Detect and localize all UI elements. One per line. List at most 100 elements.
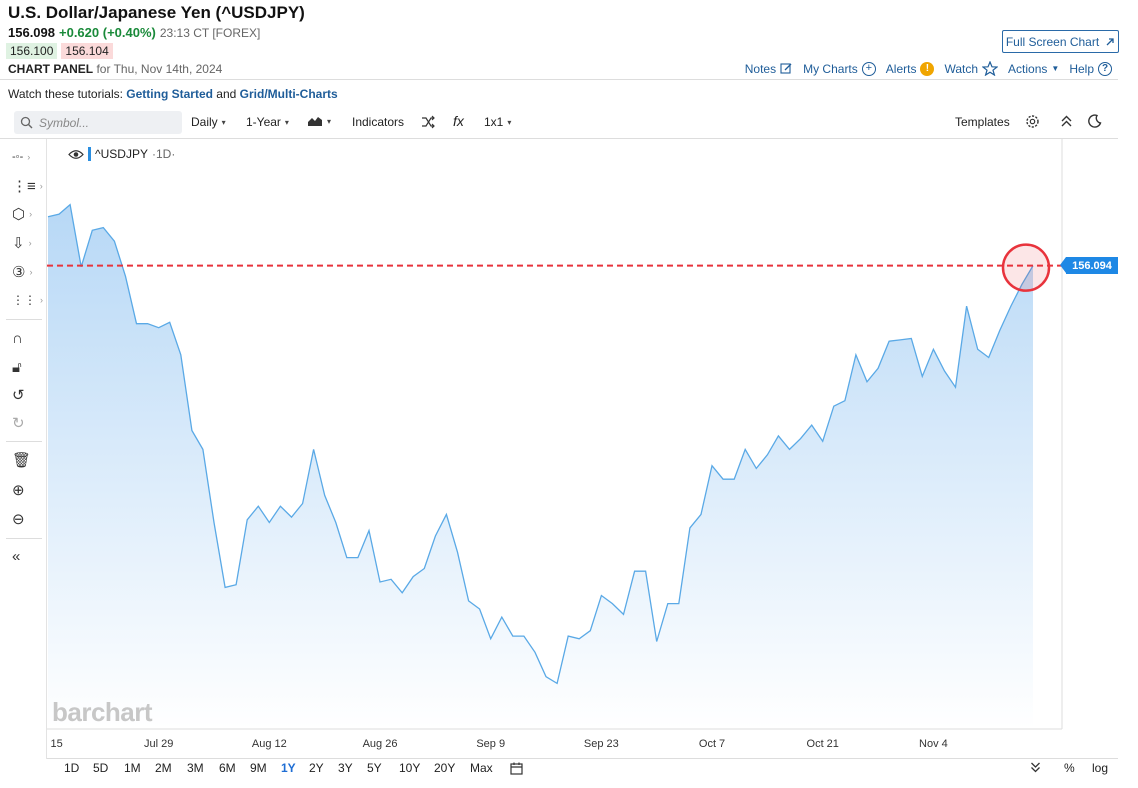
getting-started-link[interactable]: Getting Started bbox=[126, 87, 213, 101]
delete-button[interactable]: 🗑︎ bbox=[12, 449, 40, 471]
zoom-in-button[interactable]: ⊕ bbox=[12, 479, 40, 501]
redo-icon: ↻ bbox=[12, 415, 25, 432]
tool-divider bbox=[6, 441, 42, 442]
range-10y[interactable]: 10Y bbox=[399, 761, 421, 775]
trash-icon: 🗑︎ bbox=[12, 452, 32, 469]
interval-dropdown[interactable]: Daily ▾ bbox=[191, 115, 226, 129]
percent-scale-toggle[interactable]: % bbox=[1064, 761, 1075, 775]
price-chart[interactable]: 160.000158.000156.000154.000152.000150.0… bbox=[47, 139, 1065, 758]
line-tool[interactable]: -◦- › bbox=[12, 146, 40, 168]
unlock-icon: 🔓︎ bbox=[12, 358, 22, 376]
bid-ask: 156.100 156.104 bbox=[6, 43, 113, 59]
log-scale-toggle[interactable]: log bbox=[1092, 761, 1109, 775]
notes-link[interactable]: Notes bbox=[745, 62, 793, 76]
fx-button[interactable]: fx bbox=[453, 113, 464, 129]
chart-panel-label: CHART PANEL for Thu, Nov 14th, 2024 bbox=[8, 62, 222, 76]
dark-mode-toggle[interactable] bbox=[1088, 114, 1102, 128]
x-tick-label: Sep 23 bbox=[584, 738, 619, 750]
layout-dropdown[interactable]: 1x1 ▾ bbox=[484, 115, 511, 129]
range-max[interactable]: Max bbox=[470, 761, 493, 775]
legend-interval: ·1D· bbox=[151, 147, 176, 161]
undo-button[interactable]: ↺ bbox=[12, 384, 40, 406]
shape-tool[interactable]: ⬡ › bbox=[12, 203, 40, 225]
eye-icon[interactable] bbox=[68, 149, 84, 160]
tutorial-bar: Watch these tutorials: Getting Started a… bbox=[8, 87, 338, 101]
range-1m[interactable]: 1M bbox=[124, 761, 141, 775]
help-link[interactable]: Help ? bbox=[1069, 61, 1112, 76]
moon-icon bbox=[1088, 114, 1102, 128]
number-tool[interactable]: ③ › bbox=[12, 261, 40, 283]
my-charts-link[interactable]: My Charts + bbox=[803, 61, 876, 76]
tutorial-conj: and bbox=[216, 87, 237, 101]
search-icon bbox=[20, 116, 33, 129]
calendar-button[interactable] bbox=[510, 761, 523, 778]
top-links: Notes My Charts + Alerts ! Watch Actions… bbox=[745, 61, 1112, 76]
magnet-tool[interactable]: ∩ bbox=[12, 327, 40, 349]
period-dropdown[interactable]: 1-Year ▾ bbox=[246, 115, 289, 129]
range-20y[interactable]: 20Y bbox=[434, 761, 456, 775]
indicators-label: Indicators bbox=[352, 115, 405, 129]
fib-tool[interactable]: ⋮≡ › bbox=[12, 175, 43, 197]
collapse-button[interactable] bbox=[1060, 114, 1073, 128]
expand-arrow-icon bbox=[1106, 37, 1114, 45]
range-3y[interactable]: 3Y bbox=[338, 761, 353, 775]
watch-link[interactable]: Watch bbox=[944, 61, 999, 76]
range-2y[interactable]: 2Y bbox=[309, 761, 324, 775]
line-tool-icon: -◦- bbox=[12, 151, 24, 163]
actions-menu[interactable]: Actions ▼ bbox=[1008, 62, 1059, 76]
price-change: +0.620 (+0.40%) bbox=[59, 25, 156, 40]
zoom-out-button[interactable]: ⊖ bbox=[12, 508, 40, 530]
caret-down-icon: ▼ bbox=[1051, 64, 1060, 73]
range-5d[interactable]: 5D bbox=[93, 761, 109, 775]
double-chevron-down-icon bbox=[1031, 762, 1040, 773]
scroll-end-button[interactable] bbox=[1030, 761, 1041, 776]
last-price: 156.098 bbox=[8, 25, 55, 40]
chevron-right-icon: › bbox=[27, 152, 31, 162]
star-icon bbox=[982, 61, 999, 76]
arrow-tool[interactable]: ⇩ › bbox=[12, 232, 40, 254]
chart-type-dropdown[interactable]: ▾ bbox=[307, 115, 331, 127]
range-5y[interactable]: 5Y bbox=[367, 761, 382, 775]
compare-button[interactable] bbox=[421, 115, 435, 129]
quote-timestamp: 23:13 CT [FOREX] bbox=[159, 26, 261, 40]
shuffle-icon bbox=[422, 115, 435, 129]
grid-multi-charts-link[interactable]: Grid/Multi-Charts bbox=[239, 87, 338, 101]
chevron-right-icon: › bbox=[29, 267, 33, 277]
area-chart-icon bbox=[308, 117, 322, 126]
templates-button[interactable]: Templates bbox=[955, 115, 1010, 129]
range-3m[interactable]: 3M bbox=[187, 761, 204, 775]
fib-tool-icon: ⋮≡ bbox=[12, 178, 36, 195]
range-1y[interactable]: 1Y bbox=[281, 761, 296, 775]
patterns-tool[interactable]: ⋮⋮ › bbox=[12, 289, 43, 311]
range-9m[interactable]: 9M bbox=[250, 761, 267, 775]
ask-price: 156.104 bbox=[61, 43, 113, 59]
magnet-icon: ∩ bbox=[12, 329, 23, 347]
x-tick-label: Oct 21 bbox=[807, 738, 839, 750]
alerts-link[interactable]: Alerts ! bbox=[886, 61, 935, 76]
price-area-fill bbox=[48, 204, 1033, 730]
collapse-tools-button[interactable]: « bbox=[12, 545, 40, 567]
range-2m[interactable]: 2M bbox=[155, 761, 172, 775]
full-screen-label: Full Screen Chart bbox=[1005, 34, 1100, 49]
double-chevron-up-icon bbox=[1061, 115, 1072, 127]
help-label: Help bbox=[1069, 61, 1094, 76]
tool-divider bbox=[6, 538, 42, 539]
quote-line: 156.098 +0.620 (+0.40%) 23:13 CT [FOREX] bbox=[8, 25, 260, 40]
lock-tool[interactable]: 🔓︎ bbox=[12, 356, 40, 378]
range-1d[interactable]: 1D bbox=[64, 761, 80, 775]
alert-icon: ! bbox=[920, 61, 935, 76]
tutorial-prefix: Watch these tutorials: bbox=[8, 87, 123, 101]
plus-circle-icon: + bbox=[861, 61, 876, 76]
chevron-down-icon: ▾ bbox=[221, 117, 226, 127]
settings-button[interactable] bbox=[1025, 114, 1040, 129]
indicators-button[interactable]: Indicators bbox=[352, 115, 404, 129]
full-screen-chart-button[interactable]: Full Screen Chart bbox=[1002, 30, 1119, 53]
notes-label: Notes bbox=[744, 61, 777, 76]
watch-label: Watch bbox=[944, 61, 979, 76]
x-tick-label: Aug 26 bbox=[363, 738, 398, 750]
range-6m[interactable]: 6M bbox=[219, 761, 236, 775]
chevron-down-icon: ▾ bbox=[507, 117, 512, 127]
panel-label-title: CHART PANEL bbox=[8, 62, 94, 76]
redo-button[interactable]: ↻ bbox=[12, 412, 40, 434]
symbol-search-input[interactable]: Symbol... bbox=[14, 111, 182, 134]
